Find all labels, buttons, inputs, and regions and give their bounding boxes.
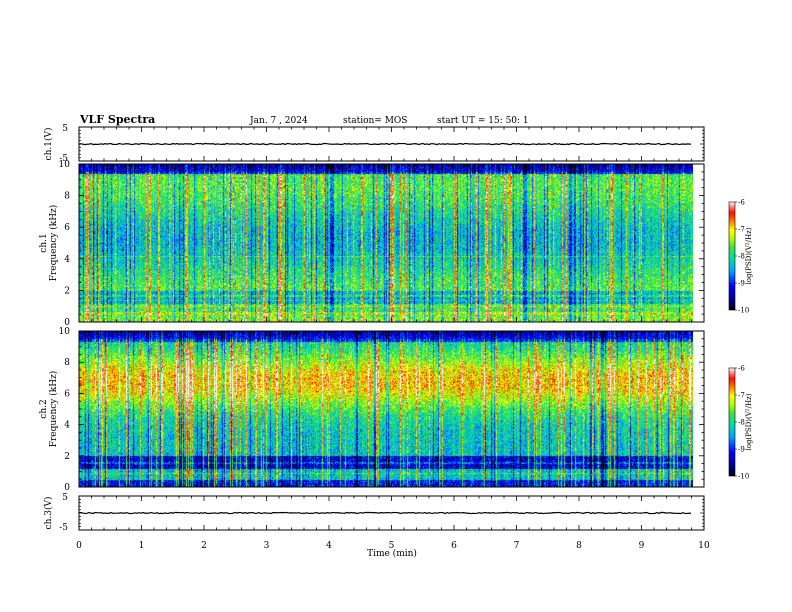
x-tick-label: 1 <box>139 541 145 551</box>
ch1-waveform-trace <box>78 142 692 146</box>
x-tick-label: 10 <box>698 541 710 551</box>
start-ut-label: start UT = 15: 50: 1 <box>437 116 529 126</box>
ch3-waveform-panel: 5 -5 ch.3(V) <box>43 493 705 533</box>
ch1-colorbar-tick-label: -9 <box>738 280 745 288</box>
ch1-colorbar-ticks: -6 -7 -8 -9 -10 <box>735 199 749 315</box>
ch1-waveform-line <box>78 142 692 146</box>
ch2-colorbar: -6 -7 -8 -9 -10 log(PSD)(V²/Hz) <box>728 365 753 481</box>
x-axis-label: Time (min) <box>367 548 417 559</box>
ch2-colorbar-tick-label: -10 <box>738 473 749 481</box>
ch1-spectrogram-panel: 0 2 4 6 8 10 ch.1 Frequency (kHz) -6 -7 -8 -9 -10… <box>39 160 753 328</box>
ch3-waveform-ylabel: ch.3(V) <box>43 497 54 530</box>
ch1-colorbar-tick-label: -10 <box>738 307 749 315</box>
ch3-waveform-trace <box>78 511 692 515</box>
ch1-spectrogram-ytick-label: 10 <box>59 160 71 170</box>
ch1-spectrogram-ytick-label: 0 <box>64 318 70 328</box>
x-tick-label: 7 <box>514 541 520 551</box>
x-tick-label: 3 <box>264 541 270 551</box>
ch1-colorbar-gradient <box>728 201 736 311</box>
ch1-spectrogram-ytick-label: 2 <box>64 286 70 296</box>
x-tick-label: 6 <box>451 541 457 551</box>
ch1-colorbar: -6 -7 -8 -9 -10 log(PSD)(V²/Hz) <box>728 199 753 315</box>
ch2-spectrogram-ytick-label: 0 <box>64 483 70 493</box>
ch2-colorbar-tick-label: -9 <box>738 446 745 454</box>
ch2-colorbar-tick-label: -6 <box>738 365 745 373</box>
ch2-colorbar-label: log(PSD)(V²/Hz) <box>745 393 753 450</box>
ch2-colorbar-tick-label: -7 <box>738 392 745 400</box>
x-tick-label: 5 <box>389 541 395 551</box>
x-tick-label: 2 <box>201 541 207 551</box>
ch2-spectrogram-ytick-labels: 0 2 4 6 8 10 <box>59 327 71 493</box>
x-axis-tick-labels: 0 1 2 3 4 5 6 7 8 9 10 <box>76 541 710 551</box>
ch2-spectrogram-image <box>79 331 693 487</box>
ch1-ylabel-channel: ch.1 <box>39 233 49 252</box>
ch1-colorbar-label: log(PSD)(V²/Hz) <box>745 227 753 284</box>
ch1-waveform-ticks <box>78 126 705 162</box>
ch3-waveform-line <box>78 511 692 515</box>
ch2-spectrogram-ytick-label: 6 <box>64 389 70 399</box>
ch1-spectrogram-ytick-labels: 0 2 4 6 8 10 <box>59 160 71 328</box>
date-label: Jan. 7 , 2024 <box>249 116 308 126</box>
ch2-spectrogram-panel: 0 2 4 6 8 10 ch.2 Frequency (kHz) -6 -7 -8 -9 -10… <box>39 327 753 493</box>
ch1-spectrogram-ytick-label: 8 <box>64 192 70 202</box>
x-tick-label: 4 <box>326 541 332 551</box>
ch1-colorbar-tick-label: -6 <box>738 199 745 207</box>
x-tick-label: 0 <box>76 541 82 551</box>
ch2-spectrogram-ytick-label: 10 <box>59 327 71 337</box>
ch2-colorbar-gradient <box>728 367 736 477</box>
ch2-spectrogram-ytick-label: 8 <box>64 358 70 368</box>
ch1-ytick-bottom: -5 <box>59 154 68 164</box>
ch1-colorbar-tick-label: -7 <box>738 226 745 234</box>
ch1-spectrogram-ytick-label: 6 <box>64 223 70 233</box>
ch2-colorbar-ticks: -6 -7 -8 -9 -10 <box>735 365 749 481</box>
ch2-colorbar-tick-label: -8 <box>738 419 745 427</box>
ch1-ylabel-frequency: Frequency (kHz) <box>48 205 59 282</box>
figure-title: VLF Spectra <box>79 113 155 126</box>
ch1-spectrogram-ytick-label: 4 <box>64 255 70 265</box>
ch1-colorbar-tick-label: -8 <box>738 253 745 261</box>
ch2-ylabel-channel: ch.2 <box>39 399 49 418</box>
ch1-waveform-panel: 5 -5 ch.1(V) <box>43 124 705 164</box>
station-label: station= MOS <box>343 116 407 126</box>
ch2-ylabel-frequency: Frequency (kHz) <box>48 371 59 448</box>
ch2-spectrogram-ytick-label: 4 <box>64 421 70 431</box>
ch3-ytick-top: 5 <box>62 493 68 503</box>
ch1-spectrogram-ticks <box>78 163 705 323</box>
ch2-spectrogram-ticks <box>78 330 705 488</box>
x-tick-label: 9 <box>639 541 645 551</box>
ch1-waveform-ylabel: ch.1(V) <box>43 128 54 161</box>
ch3-ytick-bottom: -5 <box>59 523 68 533</box>
ch1-spectrogram-image <box>79 164 693 322</box>
x-tick-label: 8 <box>576 541 582 551</box>
ch3-waveform-ticks <box>78 495 705 531</box>
ch1-ytick-top: 5 <box>62 124 68 134</box>
ch2-spectrogram-ytick-label: 2 <box>64 452 70 462</box>
